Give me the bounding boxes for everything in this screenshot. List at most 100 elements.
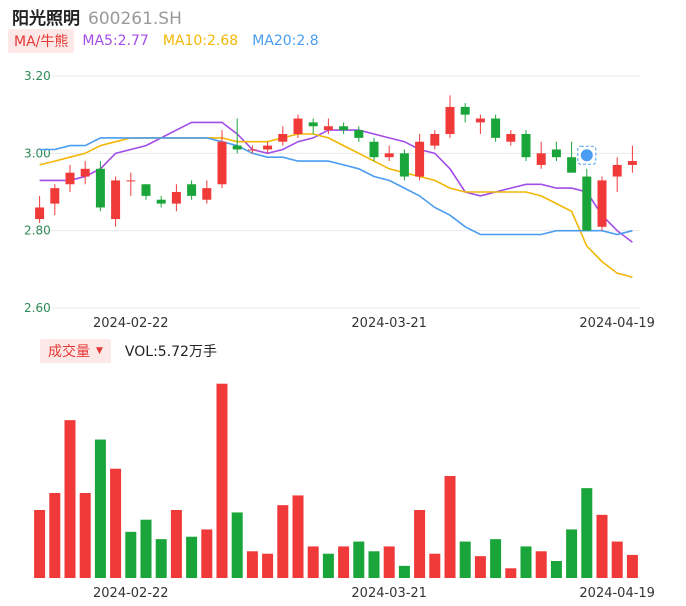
y-tick-label: 2.80 <box>24 224 51 238</box>
volume-bar <box>79 493 91 578</box>
candle-body <box>80 168 90 177</box>
candle-body <box>612 164 622 177</box>
volume-bar <box>444 476 456 578</box>
volume-bar <box>611 541 623 578</box>
x-tick-label: 2024-02-22 <box>93 316 169 330</box>
candle-body <box>247 149 257 151</box>
candle-body <box>323 126 333 131</box>
y-tick-label: 2.60 <box>24 301 51 315</box>
candle <box>278 126 288 146</box>
candle <box>126 172 136 196</box>
volume-bar <box>581 488 593 578</box>
candle-body <box>567 157 577 173</box>
candle-body <box>217 141 227 185</box>
candle <box>80 161 90 185</box>
candle <box>475 114 485 134</box>
volume-bar <box>414 510 426 578</box>
candle <box>217 130 227 189</box>
ma-indicator-button[interactable]: MA/牛熊 <box>8 29 75 53</box>
candle <box>111 176 121 227</box>
candle <box>50 184 60 216</box>
volume-bar <box>49 493 61 578</box>
candle <box>521 130 531 162</box>
candle-body <box>384 153 394 158</box>
candle-body <box>308 122 318 127</box>
ma5-line <box>39 121 633 243</box>
volume-bar <box>338 546 350 578</box>
candle-body <box>521 134 531 158</box>
candle <box>141 184 151 200</box>
volume-bar <box>231 512 243 578</box>
candle <box>582 168 592 231</box>
candle-body <box>293 118 303 134</box>
candle-body <box>551 149 561 158</box>
volume-bar <box>110 468 122 578</box>
volume-bar <box>34 510 46 578</box>
candle-body <box>65 172 75 185</box>
volume-bar <box>186 536 198 578</box>
ma-legend: MA/牛熊 MA5:2.77 MA10:2.68 MA20:2.8 <box>8 29 333 53</box>
volume-bar <box>550 561 562 578</box>
candle-body <box>627 161 637 165</box>
volume-button-label: 成交量 <box>48 344 90 360</box>
x-tick-label: 2024-04-19 <box>579 316 655 330</box>
candle-body <box>50 188 60 204</box>
y-tick-label: 3.00 <box>24 146 51 160</box>
volume-bar <box>490 539 502 578</box>
x-tick-label: 2024-04-19 <box>579 586 655 601</box>
volume-bar <box>125 531 137 578</box>
volume-bar <box>201 529 213 578</box>
volume-bar <box>94 439 106 578</box>
candle-body <box>187 184 197 196</box>
candle <box>156 195 166 208</box>
volume-bar <box>566 529 578 578</box>
volume-bar <box>535 551 547 578</box>
candle-body <box>111 180 121 220</box>
candle-body <box>171 192 181 204</box>
candle-body <box>506 134 516 142</box>
volume-legend: 成交量 ▼ VOL:5.72万手 <box>40 339 217 363</box>
candle-body <box>141 184 151 196</box>
volume-bar <box>155 539 167 578</box>
candle <box>445 95 455 138</box>
title-row: 阳光照明 600261.SH <box>12 4 182 29</box>
volume-bar <box>140 519 152 578</box>
ma20-line <box>39 137 633 236</box>
candle-body <box>35 207 45 220</box>
candle <box>232 118 242 154</box>
volume-indicator-button[interactable]: 成交量 ▼ <box>40 339 111 363</box>
y-tick-label: 3.20 <box>24 69 51 83</box>
ma20-legend: MA20:2.8 <box>252 33 319 49</box>
volume-bar <box>216 383 228 578</box>
caret-down-icon: ▼ <box>96 346 103 356</box>
candle <box>171 184 181 212</box>
price-chart: 3.20 3.00 2.80 2.60 2024-02-22 2024-03-21 2024… <box>24 69 655 330</box>
stock-code: 600261.SH <box>88 9 182 29</box>
x-tick-label: 2024-02-22 <box>93 586 169 601</box>
volume-bar <box>474 556 486 578</box>
candle <box>187 180 197 200</box>
candle-body <box>202 188 212 200</box>
candle <box>95 161 105 212</box>
candle-body <box>339 126 349 131</box>
candle-body <box>460 106 470 115</box>
candle-body <box>491 118 501 138</box>
candle-body <box>156 199 166 204</box>
x-tick-label: 2024-03-21 <box>351 316 427 330</box>
candle-body <box>369 141 379 158</box>
candle <box>399 149 409 181</box>
volume-bar <box>262 553 274 578</box>
candle-body <box>263 145 273 150</box>
candle <box>354 126 364 142</box>
candle-body <box>399 153 409 177</box>
candle <box>263 141 273 154</box>
volume-bar <box>520 546 532 578</box>
ma10-legend: MA10:2.68 <box>162 33 239 49</box>
candle-body <box>232 145 242 150</box>
candle <box>567 141 577 173</box>
candle <box>491 114 501 142</box>
candle <box>369 137 379 162</box>
volume-bar <box>64 420 76 578</box>
volume-value: VOL:5.72万手 <box>124 344 217 360</box>
candle-body <box>582 176 592 231</box>
